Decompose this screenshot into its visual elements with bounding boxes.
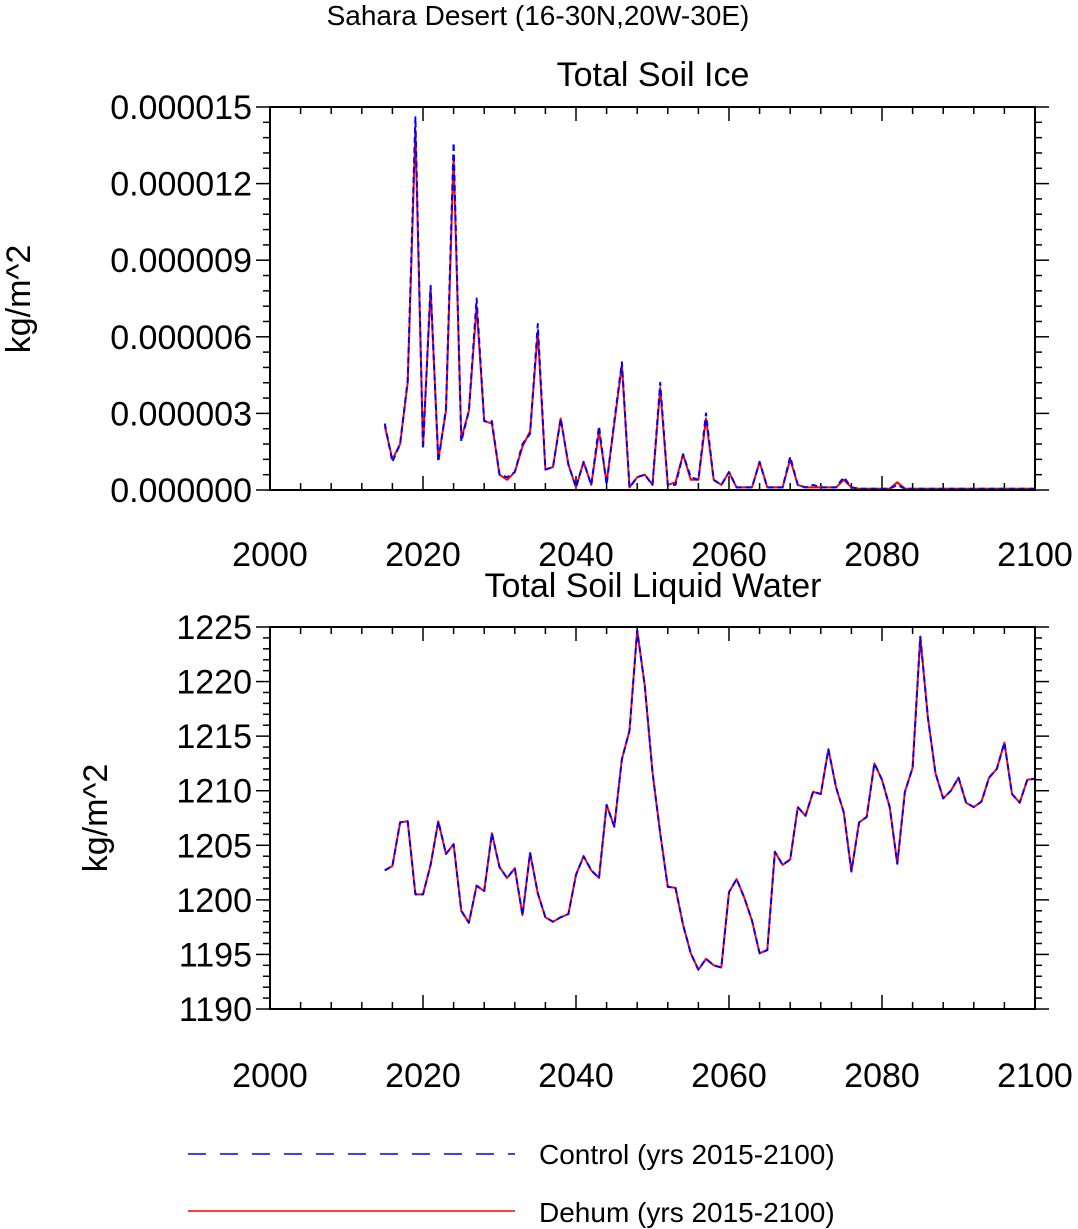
x-tick-label: 2060 (691, 1057, 767, 1095)
figure-main-title: Sahara Desert (16-30N,20W-30E) (327, 0, 750, 31)
y-tick-label: 0.000012 (110, 166, 252, 204)
panel-1-series (383, 116, 1035, 490)
y-tick-label: 0.000009 (110, 242, 252, 280)
y-tick-label: 1220 (176, 664, 252, 702)
series-line-control (384, 629, 1036, 971)
y-tick-label: 1195 (179, 936, 252, 974)
y-tick-label: 0.000000 (110, 472, 252, 510)
panel-2-title: Total Soil Liquid Water (484, 567, 821, 605)
series-line-control (383, 116, 1035, 490)
panel-2-ylabel: kg/m^2 (77, 764, 115, 873)
panel-1-title: Total Soil Ice (557, 56, 750, 94)
panel-2-frame (269, 626, 1036, 1010)
panel-1-frame (269, 106, 1036, 491)
x-tick-label: 2080 (844, 1057, 920, 1095)
x-tick-label: 2020 (385, 1057, 461, 1095)
y-tick-label: 1225 (176, 609, 252, 647)
y-tick-label: 1210 (176, 773, 252, 811)
x-tick-label: 2100 (997, 536, 1073, 574)
y-tick-label: 0.000006 (110, 319, 252, 357)
x-tick-label: 2040 (538, 1057, 614, 1095)
series-line-dehum (383, 129, 1035, 490)
panel-2-ticks: 2000 2020 2040 2060 2080 2100 1190 1195 1200 1205… (176, 609, 1072, 1095)
y-tick-label: 0.000015 (110, 89, 252, 127)
y-tick-label: 1215 (176, 718, 252, 756)
legend-dehum-label: Dehum (yrs 2015-2100) (539, 1197, 835, 1228)
panel-soil-ice: Total Soil Ice kg/m^2 2000 2020 2040 2060 20… (0, 56, 1073, 574)
y-tick-label: 0.000003 (110, 395, 252, 433)
panel-2-series (384, 629, 1036, 971)
panel-soil-liquid-water: Total Soil Liquid Water kg/m^2 2000 2020 2… (77, 567, 1073, 1095)
x-tick-label: 2000 (232, 536, 308, 574)
x-tick-label: 2020 (385, 536, 461, 574)
y-tick-label: 1200 (176, 882, 252, 920)
panel-1-ticks: 2000 2020 2040 2060 2080 2100 0.000000 0.000003… (110, 89, 1073, 574)
y-tick-label: 1190 (179, 991, 252, 1029)
x-tick-label: 2040 (538, 536, 614, 574)
series-line-dehum (384, 629, 1036, 971)
legend: Control (yrs 2015-2100) Dehum (yrs 2015-… (188, 1139, 835, 1228)
x-tick-label: 2060 (691, 536, 767, 574)
x-tick-label: 2080 (844, 536, 920, 574)
x-tick-label: 2100 (997, 1057, 1073, 1095)
panel-1-ylabel: kg/m^2 (0, 245, 38, 354)
x-tick-label: 2000 (232, 1057, 308, 1095)
legend-control-label: Control (yrs 2015-2100) (539, 1139, 835, 1170)
y-tick-label: 1205 (176, 827, 252, 865)
